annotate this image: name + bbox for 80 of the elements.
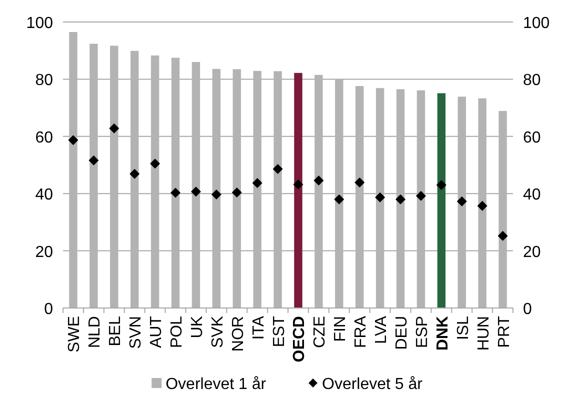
x-tick-label: SWE	[66, 316, 84, 352]
bar	[458, 96, 466, 308]
legend-label: Overlevet 5 år	[322, 376, 424, 393]
x-tick-label: PRT	[496, 316, 513, 348]
point	[293, 179, 304, 190]
y2-tick-label: 100	[523, 15, 550, 32]
x-tick-label: DNK	[434, 316, 452, 351]
bar	[335, 79, 344, 308]
bar	[416, 90, 426, 308]
y2-tick-label: 0	[523, 301, 532, 318]
x-tick-label: ITA	[250, 316, 268, 340]
bar	[130, 50, 139, 308]
x-tick-label: FIN	[332, 316, 350, 342]
legend-label: Overlevet 1 år	[166, 376, 267, 393]
point	[88, 155, 99, 166]
x-tick-label: DEU	[394, 316, 410, 350]
bar	[110, 46, 118, 308]
x-tick-label: SVN	[128, 316, 145, 349]
bar	[69, 32, 78, 308]
x-tick-label: UK	[188, 316, 206, 338]
bar	[376, 88, 384, 308]
x-tick-label: EST	[270, 316, 288, 348]
bar	[192, 62, 200, 308]
y-tick-label: 80	[35, 72, 54, 90]
x-tick-label: POL	[168, 316, 186, 348]
x-tick-label: BEL	[107, 316, 124, 346]
point	[477, 200, 488, 211]
point	[252, 178, 262, 188]
bar	[253, 70, 262, 308]
point	[375, 192, 386, 202]
bar	[232, 69, 241, 308]
point	[150, 158, 160, 169]
x-tick-label: NOR	[230, 316, 247, 352]
x-tick-label: LVA	[373, 316, 390, 344]
point	[396, 194, 406, 204]
bar	[294, 72, 302, 308]
point	[211, 189, 222, 200]
bar	[437, 93, 446, 308]
y2-tick-label: 60	[523, 129, 541, 146]
bar	[396, 89, 405, 308]
point	[314, 175, 324, 186]
point	[498, 230, 508, 241]
bar	[150, 55, 160, 308]
bar	[274, 71, 282, 308]
point	[272, 164, 283, 174]
point	[68, 135, 78, 146]
y2-tick-label: 40	[523, 186, 541, 204]
point	[130, 168, 140, 179]
x-tick-label: AUT	[148, 316, 166, 348]
y-tick-label: 100	[26, 15, 54, 32]
x-tick-label: NLD	[86, 316, 104, 348]
point	[456, 196, 467, 206]
y2-tick-label: 20	[523, 244, 541, 261]
point	[190, 186, 201, 197]
y2-tick-label: 80	[523, 72, 541, 90]
y-tick-label: 60	[35, 129, 54, 146]
bar	[90, 44, 98, 308]
y-tick-label: 40	[35, 186, 54, 204]
x-tick-label: ESP	[414, 316, 431, 348]
bar	[212, 68, 220, 308]
x-tick-label: ISL	[454, 316, 472, 340]
bar	[478, 98, 486, 308]
x-tick-label: HUN	[475, 316, 492, 351]
bar	[356, 86, 364, 308]
x-tick-label: SVK	[209, 316, 226, 348]
bar	[498, 110, 507, 308]
y-tick-label: 20	[35, 244, 54, 261]
bar	[171, 58, 180, 308]
x-tick-label: FRA	[352, 316, 370, 348]
point	[416, 190, 426, 201]
x-tick-label: CZE	[312, 316, 329, 348]
point	[436, 180, 446, 190]
bar	[314, 74, 323, 308]
point	[232, 187, 242, 198]
point	[334, 194, 344, 204]
point	[109, 123, 120, 134]
point	[354, 177, 365, 188]
point	[170, 188, 180, 198]
x-tick-label: OECD	[291, 316, 308, 362]
y-tick-label: 0	[44, 301, 54, 318]
